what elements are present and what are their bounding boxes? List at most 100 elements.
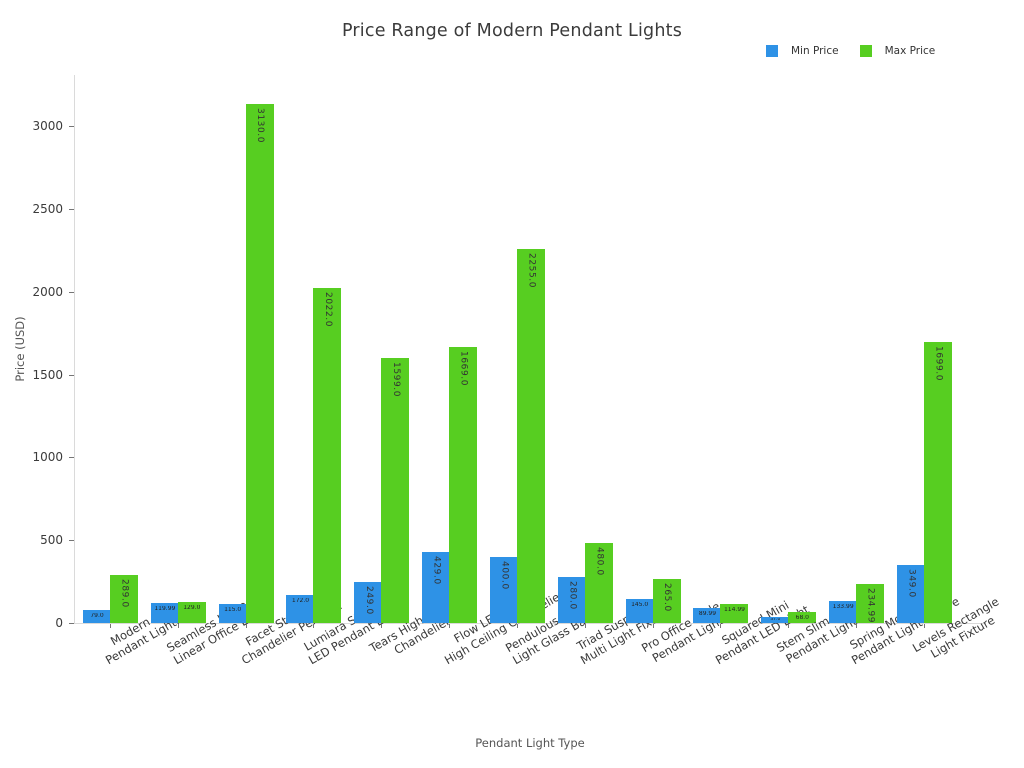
bar-value-text: 265.0 <box>662 583 673 612</box>
bar-value-text: 1669.0 <box>458 350 469 386</box>
bar-min-price <box>354 581 383 623</box>
bar-value-label: 289.0 <box>110 579 138 608</box>
bar-value-label: 115.0 <box>224 606 242 613</box>
bar-value-text: 429.0 <box>431 555 442 585</box>
bar-max-price <box>720 603 749 623</box>
bar-value-label: 133.99 <box>832 603 854 610</box>
bar-max-price <box>584 543 613 623</box>
bar-value-label: 234.99 <box>856 588 884 623</box>
bar-value-text: 400.0 <box>499 560 510 590</box>
y-tick-mark <box>69 126 74 127</box>
y-tick-label: 2000 <box>32 284 63 299</box>
min-price-swatch-icon <box>766 45 778 57</box>
x-tick-mark <box>856 624 858 628</box>
x-tick-mark <box>584 624 586 628</box>
x-category-label: Levels Rectangle Light Fixture <box>910 594 1007 672</box>
x-tick-mark <box>516 624 518 628</box>
y-tick-label: 1000 <box>32 450 63 465</box>
bar-value-text: 349.0 <box>906 569 917 598</box>
legend-item-min-price: Min Price <box>766 45 839 57</box>
bar-value-text: 280.0 <box>567 580 578 610</box>
bar-value-label: 1669.0 <box>449 351 477 386</box>
bar-value-label: 429.0 <box>422 556 450 585</box>
bar-value-text: 1599.0 <box>390 362 401 398</box>
x-tick-mark <box>381 624 383 628</box>
y-tick-mark <box>69 374 74 376</box>
max-price-swatch-icon <box>859 45 872 57</box>
bar-value-text: 249.0 <box>363 585 374 615</box>
x-axis-line <box>74 623 984 624</box>
x-tick-mark <box>720 624 722 628</box>
x-tick-mark <box>652 624 654 628</box>
x-tick-mark <box>449 624 451 628</box>
y-tick-label: 500 <box>40 533 63 548</box>
bar-max-price <box>381 358 410 623</box>
y-tick-mark <box>69 457 74 459</box>
y-tick-mark <box>69 291 74 293</box>
x-axis-title: Pendant Light Type <box>475 736 585 750</box>
y-tick-label: 0 <box>55 616 63 630</box>
bar-min-price <box>557 576 586 623</box>
bar-max-price <box>110 575 138 623</box>
bar-max-price <box>923 341 952 623</box>
bar-value-label: 129.0 <box>183 604 201 611</box>
bar-value-label: 2022.0 <box>313 292 341 327</box>
bar-min-price <box>83 609 111 623</box>
bar-value-label: 79.0 <box>90 612 104 619</box>
x-tick-mark <box>313 624 315 628</box>
bar-value-label: 37.0 <box>770 617 781 622</box>
bar-value-text: 1699.0 <box>933 345 944 381</box>
bar-value-label: 1699.0 <box>924 346 952 381</box>
bar-value-label: 114.99 <box>723 606 745 613</box>
bar-min-price <box>286 594 315 623</box>
bar-min-price <box>761 616 790 623</box>
bar-value-text: 480.0 <box>594 547 605 577</box>
x-tick-mark <box>788 624 790 628</box>
bar-max-price <box>177 601 206 623</box>
bar-max-price <box>516 249 545 623</box>
bar-value-text: 2255.0 <box>526 253 537 289</box>
bar-value-label: 172.0 <box>291 597 310 604</box>
bar-value-label: 145.0 <box>631 601 649 608</box>
bar-min-price <box>829 600 858 623</box>
legend-item-max-price: Max Price <box>859 45 936 57</box>
bar-value-text: 234.99 <box>865 588 876 624</box>
bar-value-text: 289.0 <box>119 579 130 608</box>
y-tick-mark <box>69 208 74 210</box>
bar-min-price <box>625 598 654 623</box>
bar-value-text: 2022.0 <box>322 292 333 328</box>
bar-value-label: 68.0 <box>795 614 809 621</box>
bar-min-price <box>896 565 925 623</box>
bar-max-price <box>652 579 681 623</box>
bar-max-price <box>788 611 817 623</box>
bar-value-label: 89.99 <box>698 611 717 618</box>
legend-label-max-price: Max Price <box>884 45 936 57</box>
bar-value-text: 3130.0 <box>255 108 266 144</box>
chart-title: Price Range of Modern Pendant Lights <box>341 21 683 41</box>
y-tick-label: 2500 <box>32 201 63 216</box>
bar-min-price <box>218 603 247 623</box>
bar-min-price <box>422 551 451 623</box>
bar-value-label: 265.0 <box>653 583 681 612</box>
x-tick-mark <box>110 624 111 628</box>
bar-min-price <box>150 603 179 623</box>
legend-label-min-price: Min Price <box>791 45 839 57</box>
bar-value-label: 249.0 <box>354 586 382 615</box>
bar-max-price <box>245 104 274 623</box>
bar-value-label: 349.0 <box>897 569 925 598</box>
y-tick-mark <box>69 540 74 542</box>
bar-value-label: 2255.0 <box>517 253 545 288</box>
y-axis-line <box>74 75 75 623</box>
bar-max-price <box>449 346 478 623</box>
x-tick-mark <box>923 624 925 628</box>
bar-max-price <box>313 288 342 623</box>
x-tick-mark <box>245 624 247 628</box>
bar-min-price <box>693 608 722 623</box>
bar-value-label: 480.0 <box>585 547 613 576</box>
bar-value-label: 119.99 <box>154 606 176 613</box>
legend: Min Price Max Price <box>766 45 935 57</box>
y-tick-mark <box>69 623 74 624</box>
bar-value-label: 3130.0 <box>246 108 274 143</box>
y-tick-label: 3000 <box>32 119 63 133</box>
bar-value-label: 400.0 <box>490 561 518 590</box>
